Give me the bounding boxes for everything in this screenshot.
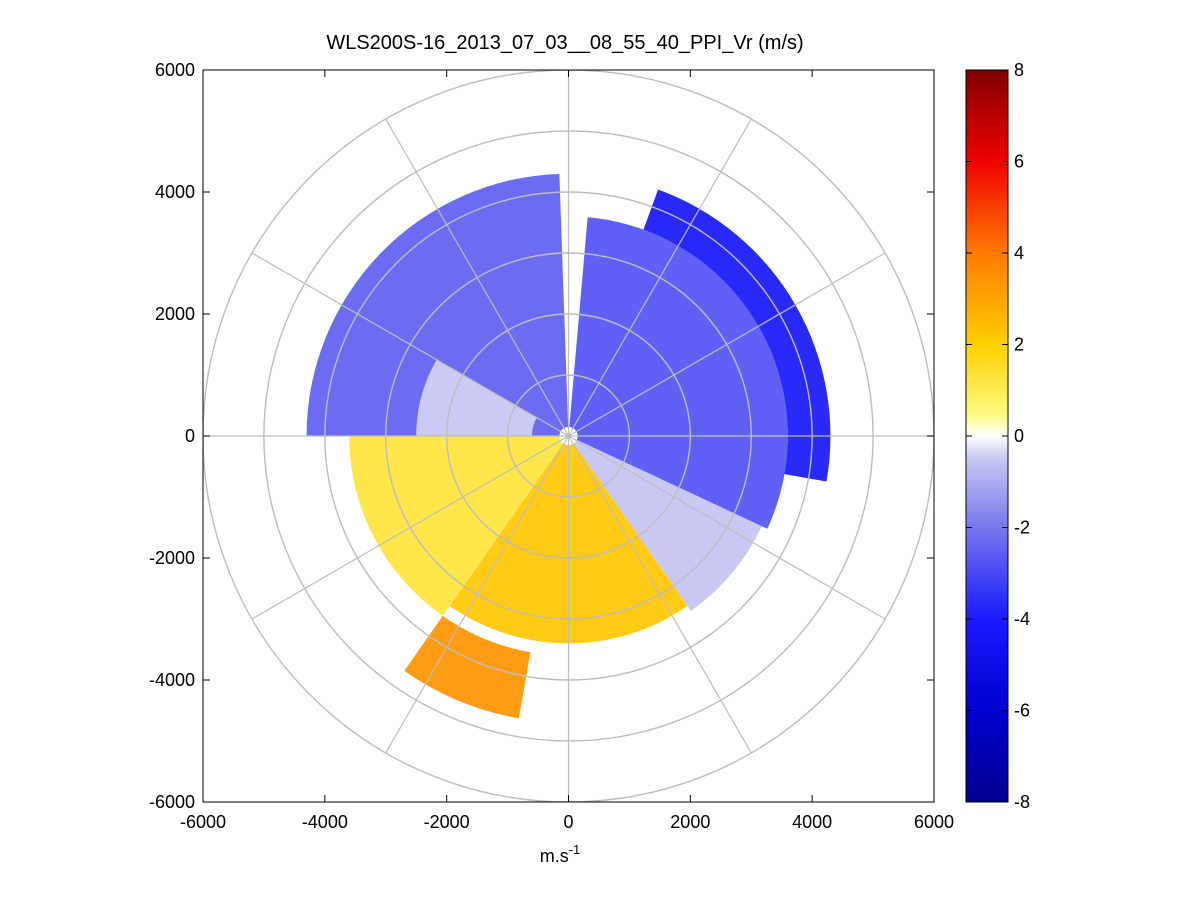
x-tick-label: 2000 [670,812,710,832]
y-tick-label: -4000 [149,670,195,690]
x-tick-label: 6000 [914,812,954,832]
azimuth-spoke-5 [567,435,752,754]
azimuth-spoke-8 [251,435,569,620]
colorbar-ticks: 8 6 4 2 0 -2 -4 -6 -8 [966,60,1030,812]
azimuth-spoke-1 [567,118,752,437]
x-tick-label: 4000 [792,812,832,832]
polar-grid [203,70,934,802]
colorbar-tick-label: -4 [1014,609,1030,629]
colorbar-tick-label: 6 [1014,152,1024,172]
azimuth-spoke-4 [568,435,886,620]
x-tick-label: 0 [563,812,573,832]
azimuth-spoke-2 [568,252,886,437]
chart-title: WLS200S-16_2013_07_03__08_55_40_PPI_Vr (… [326,32,803,54]
colorbar-gradient [965,69,1009,803]
azimuth-spoke-11 [385,118,570,437]
velocity-region-5 [349,436,564,616]
x-tick-label: -2000 [424,812,470,832]
colorbar-tick-label: 0 [1014,426,1024,446]
y-tick-label: -2000 [149,548,195,568]
colorbar-tick-label: 4 [1014,243,1024,263]
y-tick-label: 4000 [155,182,195,202]
x-tick-label: -6000 [180,812,226,832]
velocity-region-7 [416,359,537,436]
x-axis-label: m.s-1 [540,842,581,866]
y-tick-label: 0 [185,426,195,446]
colorbar-tick-label: -6 [1014,701,1030,721]
y-tick-label: 2000 [155,304,195,324]
colorbar-tick-label: 2 [1014,335,1024,355]
velocity-region-3 [573,439,762,611]
azimuth-spoke-10 [251,252,569,437]
x-axis: -6000 -4000 -2000 0 2000 4000 6000 [180,70,954,832]
colorbar: 8 6 4 2 0 -2 -4 -6 -8 [965,60,1030,812]
plot-axes: -6000 -4000 -2000 0 2000 4000 6000 6000 4000 200… [149,60,954,832]
colorbar-tick-label: -2 [1014,518,1030,538]
y-tick-label: 6000 [155,60,195,80]
velocity-region-0 [306,173,569,436]
colorbar-tick-label: -8 [1014,792,1030,812]
y-tick-label: -6000 [149,792,195,812]
colorbar-tick-label: 8 [1014,60,1024,80]
azimuth-spoke-7 [385,435,570,754]
x-tick-label: -4000 [302,812,348,832]
y-axis: 6000 4000 2000 0 -2000 -4000 -6000 [149,60,934,812]
